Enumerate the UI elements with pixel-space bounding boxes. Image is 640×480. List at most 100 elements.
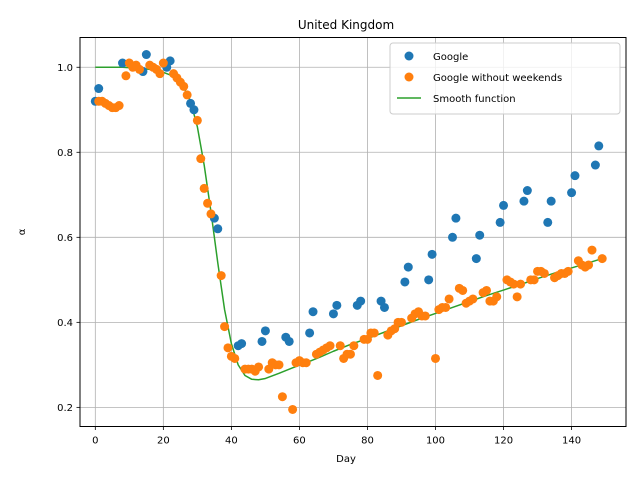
google-without-weekends-point <box>206 209 216 219</box>
google-without-weekends-point <box>155 69 165 79</box>
google-without-weekends-point <box>220 322 230 332</box>
google-without-weekends-point <box>203 198 213 208</box>
ticks: 0 20 40 60 80 100 120 140 0.2 0.4 0.6 0.8 1.0 <box>57 63 581 447</box>
google-point <box>567 188 577 198</box>
google-point <box>543 217 553 227</box>
x-tick-label: 20 <box>157 436 170 447</box>
google-point <box>284 336 294 346</box>
google-point <box>237 339 247 349</box>
google-without-weekends-point <box>335 341 345 351</box>
legend: Google Google without weekends Smooth fu… <box>389 42 621 115</box>
google-without-weekends-point <box>345 349 355 359</box>
google-without-weekends-point <box>121 71 131 81</box>
google-without-weekends-point <box>529 275 539 285</box>
google-without-weekends-point <box>482 285 492 295</box>
google-point <box>403 262 413 272</box>
google-without-weekends-point <box>288 404 298 414</box>
y-tick-label: 0.6 <box>57 233 73 244</box>
google-without-weekends-point <box>587 245 597 255</box>
x-axis-label: Day <box>336 454 356 465</box>
google-point <box>424 275 434 285</box>
google-without-weekends-point <box>254 362 264 372</box>
legend-marker-google <box>404 51 414 61</box>
google-point <box>471 254 481 264</box>
google-point <box>213 224 223 234</box>
google-point <box>257 336 267 346</box>
google-without-weekends-point <box>179 81 189 91</box>
google-without-weekends-point <box>349 341 359 351</box>
google-point <box>546 196 556 206</box>
google-without-weekends-point <box>274 360 284 370</box>
google-point <box>427 249 437 259</box>
google-point <box>332 300 342 310</box>
google-without-weekends-point <box>277 392 287 402</box>
google-point <box>594 141 604 151</box>
google-point <box>356 296 366 306</box>
google-point <box>118 58 128 68</box>
google-point <box>451 213 461 223</box>
google-point <box>94 84 104 94</box>
plot-frame <box>79 37 627 427</box>
legend-marker-google-without-weekends <box>404 72 414 82</box>
google-without-weekends-point <box>420 311 430 321</box>
y-tick-label: 0.2 <box>57 403 73 414</box>
google-without-weekends-point <box>158 58 168 68</box>
google-without-weekends-point <box>539 268 549 278</box>
y-axis-label: α <box>17 228 28 235</box>
google-point <box>499 200 509 210</box>
google-without-weekends-point <box>468 294 478 304</box>
x-tick-label: 60 <box>293 436 306 447</box>
google-without-weekends-point <box>216 271 226 281</box>
google-without-weekends-point <box>192 115 202 125</box>
series-google-without-weekends <box>94 58 607 414</box>
y-tick-label: 0.4 <box>57 318 73 329</box>
google-without-weekends-point <box>301 358 311 368</box>
series-google <box>90 50 604 351</box>
google-without-weekends-point <box>512 292 522 302</box>
google-without-weekends-point <box>230 353 240 363</box>
google-point <box>400 277 410 287</box>
google-point <box>328 309 338 319</box>
x-tick-label: 80 <box>361 436 374 447</box>
legend-label-google-without-weekends: Google without weekends <box>433 73 562 84</box>
legend-box <box>389 42 621 115</box>
y-tick-label: 1.0 <box>57 63 73 74</box>
google-without-weekends-point <box>325 341 335 351</box>
series-layer <box>90 50 607 414</box>
google-without-weekends-point <box>135 64 145 74</box>
google-without-weekends-point <box>396 317 406 327</box>
google-point <box>165 56 175 66</box>
google-without-weekends-point <box>458 285 468 295</box>
x-tick-label: 120 <box>494 436 513 447</box>
google-without-weekends-point <box>114 101 124 111</box>
google-point <box>308 307 318 317</box>
google-point <box>141 50 151 60</box>
google-without-weekends-point <box>516 279 526 289</box>
legend-label-smooth-function: Smooth function <box>433 94 516 105</box>
google-point <box>305 328 315 338</box>
x-tick-label: 100 <box>426 436 445 447</box>
google-without-weekends-point <box>373 370 383 380</box>
google-without-weekends-point <box>199 183 209 193</box>
google-point <box>495 217 505 227</box>
google-without-weekends-point <box>182 90 192 100</box>
google-point <box>189 105 199 115</box>
google-without-weekends-point <box>196 154 206 164</box>
google-point <box>448 232 457 242</box>
google-point <box>570 171 580 181</box>
google-without-weekends-point <box>444 294 454 304</box>
google-without-weekends-point <box>509 279 519 289</box>
google-without-weekends-point <box>563 266 573 276</box>
google-point <box>519 196 529 206</box>
google-without-weekends-point <box>369 328 379 338</box>
google-point <box>379 302 389 312</box>
legend-label-google: Google <box>433 52 468 63</box>
x-tick-label: 0 <box>92 436 98 447</box>
google-without-weekends-point <box>441 302 451 312</box>
google-without-weekends-point <box>492 292 502 302</box>
y-tick-label: 0.8 <box>57 148 73 159</box>
google-without-weekends-point <box>584 260 594 270</box>
google-without-weekends-point <box>223 343 233 353</box>
chart-title: United Kingdom <box>298 18 394 32</box>
